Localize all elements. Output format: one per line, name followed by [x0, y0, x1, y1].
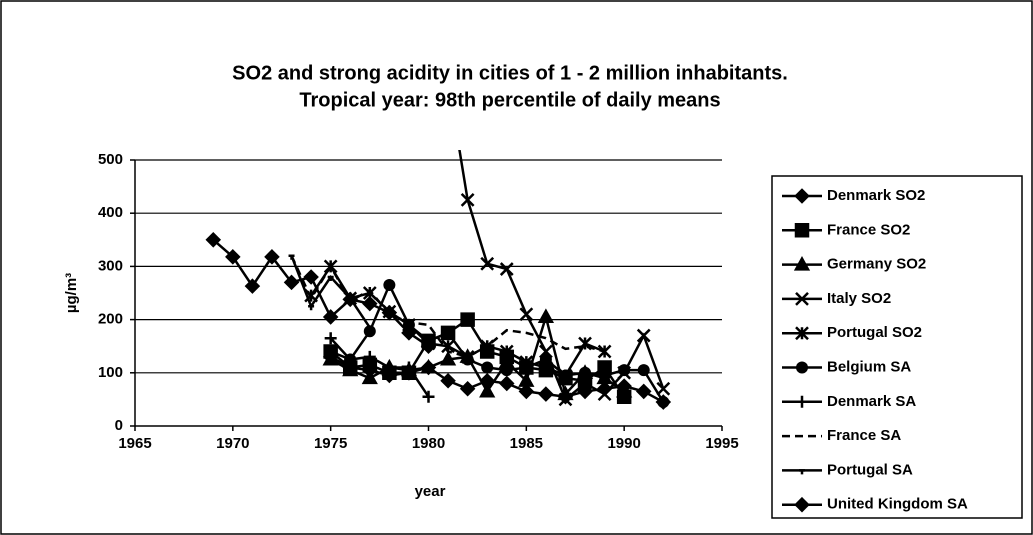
x-tick-label: 1975	[314, 435, 347, 452]
marker	[327, 275, 334, 282]
marker	[205, 232, 222, 248]
marker	[799, 469, 805, 475]
marker	[518, 383, 535, 400]
marker	[578, 376, 592, 391]
x-tick-label: 1970	[216, 435, 249, 452]
marker	[479, 382, 496, 398]
x-tick-label: 1995	[705, 435, 738, 452]
marker	[520, 361, 533, 374]
marker	[500, 364, 513, 377]
marker	[596, 380, 613, 397]
marker	[422, 334, 435, 347]
marker	[439, 350, 457, 366]
marker	[283, 274, 300, 291]
marker	[498, 375, 515, 392]
legend-label: Portugal SO2	[827, 324, 922, 341]
marker	[322, 349, 339, 365]
marker	[460, 193, 475, 207]
marker	[794, 188, 810, 204]
marker	[363, 350, 376, 363]
chart-subtitle: Tropical year: 98th percentile of daily …	[299, 89, 720, 111]
marker	[794, 496, 810, 513]
legend-label: Denmark SO2	[827, 187, 925, 204]
y-tick-label: 100	[98, 364, 123, 381]
marker	[559, 369, 572, 382]
marker	[420, 359, 437, 376]
legend-label: United Kingdom SA	[827, 496, 968, 513]
marker	[422, 390, 435, 403]
x-axis-label: year	[415, 483, 446, 500]
marker	[598, 369, 611, 382]
legend-label: Portugal SA	[827, 461, 913, 478]
legend-box	[771, 175, 1023, 519]
marker	[538, 386, 554, 402]
marker	[793, 256, 811, 271]
marker	[616, 378, 632, 394]
marker	[324, 332, 337, 345]
marker	[519, 307, 534, 322]
marker	[480, 256, 495, 271]
marker	[366, 326, 373, 332]
y-tick-label: 400	[98, 204, 123, 221]
marker	[481, 361, 494, 374]
marker	[303, 269, 319, 285]
marker	[479, 373, 495, 389]
marker	[440, 373, 456, 389]
marker	[796, 361, 808, 374]
marker	[288, 254, 295, 260]
marker	[794, 223, 810, 238]
y-tick-label: 300	[98, 257, 123, 274]
marker	[796, 395, 808, 408]
y-tick-label: 200	[98, 311, 123, 328]
marker	[577, 383, 593, 400]
marker	[342, 359, 359, 376]
marker	[402, 318, 415, 331]
marker	[636, 328, 651, 343]
marker	[225, 249, 241, 265]
marker	[656, 381, 671, 396]
marker	[383, 279, 396, 292]
legend-label: Belgium SA	[827, 358, 911, 375]
marker	[347, 297, 354, 303]
series-line	[329, 317, 626, 398]
x-tick-label: 1965	[118, 435, 151, 452]
legend-label: France SA	[827, 427, 901, 444]
marker	[308, 305, 315, 311]
plot-area	[205, 150, 672, 410]
marker	[244, 278, 261, 294]
marker	[442, 326, 455, 339]
x-tick-label: 1980	[412, 435, 445, 452]
marker	[264, 249, 280, 265]
marker	[499, 262, 514, 276]
marker	[557, 388, 574, 405]
marker	[499, 344, 514, 359]
legend-label: Italy SO2	[827, 290, 891, 307]
y-tick-label: 0	[115, 417, 123, 434]
marker	[539, 353, 552, 366]
marker	[795, 326, 809, 341]
marker	[459, 380, 476, 397]
legend-label: Germany SO2	[827, 256, 926, 273]
y-tick-label: 500	[98, 151, 123, 168]
marker	[655, 394, 672, 410]
x-tick-label: 1990	[607, 435, 640, 452]
marker	[637, 364, 650, 377]
chart-title: SO2 and strong acidity in cities of 1 - …	[232, 62, 788, 84]
legend-label: Denmark SA	[827, 393, 916, 410]
marker	[618, 364, 631, 377]
y-axis-label: µg/m³	[63, 273, 80, 313]
marker	[635, 383, 652, 400]
marker	[795, 292, 809, 306]
marker	[362, 295, 378, 312]
legend-label: France SO2	[827, 221, 910, 238]
x-tick-label: 1985	[510, 435, 543, 452]
